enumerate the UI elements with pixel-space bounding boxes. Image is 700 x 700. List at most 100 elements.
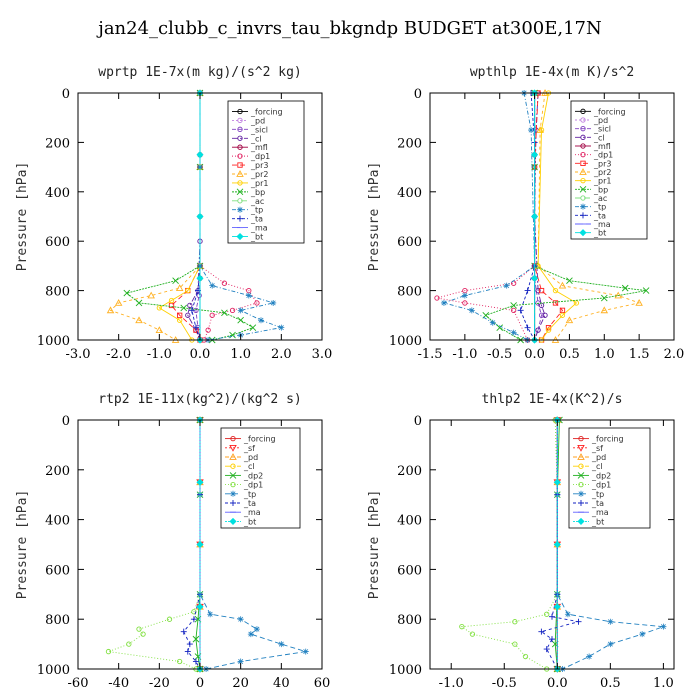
x-tick-label: 1.0 [230, 347, 251, 362]
legend-marker [580, 160, 586, 166]
data-point [510, 302, 517, 309]
data-point [531, 151, 539, 159]
data-point [123, 289, 131, 297]
data-point [221, 280, 228, 286]
figure-title: jan24_clubb_c_invrs_tau_bkgndp BUDGET at… [98, 18, 602, 39]
data-point [270, 299, 277, 306]
legend-marker [580, 203, 586, 210]
data-point [147, 291, 155, 299]
data-point [524, 287, 531, 294]
data-point [209, 312, 215, 318]
x-tick-label: -20 [149, 676, 170, 691]
legend-label: _forcing [591, 435, 624, 444]
legend-label: _bp [593, 185, 608, 194]
data-point [207, 611, 214, 618]
data-point [237, 616, 244, 623]
data-point [114, 299, 123, 306]
x-tick-label: -0.5 [487, 347, 512, 362]
legend-label: _sf [591, 444, 603, 453]
subplot-title: rtp2 1E-11x(kg^2)/(kg^2 s) [98, 392, 302, 407]
data-point [278, 324, 285, 331]
legend-marker [237, 198, 243, 204]
data-point [549, 636, 555, 643]
data-point [496, 324, 504, 331]
legend-label: _cl [591, 462, 603, 471]
legend-label: _pr3 [593, 159, 611, 168]
y-tick-label: 800 [397, 613, 422, 628]
series-bt [531, 89, 539, 344]
data-point [531, 274, 539, 282]
series-line [537, 92, 641, 341]
data-point [278, 641, 285, 648]
legend-marker [580, 117, 586, 123]
data-point [600, 294, 608, 302]
y-tick-label: 0 [414, 414, 422, 429]
data-point [642, 287, 650, 294]
y-tick-label: 800 [397, 285, 422, 300]
legend-label: _mfl [593, 142, 611, 151]
y-tick-label: 800 [45, 285, 70, 300]
legend-label: _sicl [250, 125, 268, 134]
data-point [254, 300, 260, 306]
legend-label: _tp [250, 206, 263, 215]
y-tick-label: 400 [397, 186, 422, 201]
data-point [635, 299, 643, 306]
legend-label: _tp [243, 490, 256, 499]
data-point [192, 324, 199, 331]
data-point [177, 658, 183, 665]
axes-frame [429, 419, 675, 670]
subplot-title: wprtp 1E-7x(m kg)/(s^2 kg) [98, 65, 302, 80]
legend-label: _ta [593, 211, 606, 220]
data-point [196, 603, 204, 611]
data-point [575, 618, 582, 625]
series-line [170, 93, 201, 341]
data-point [549, 613, 555, 620]
y-tick-label: 600 [45, 235, 70, 250]
legend-label: _cl [243, 462, 255, 471]
data-point [468, 307, 475, 314]
data-point [205, 327, 211, 333]
y-tick-label: 600 [397, 563, 422, 578]
legend-marker [580, 126, 586, 132]
legend: _forcing_sf_pd_cl_dp2_dp1_tp_ta_ma_bt [220, 427, 301, 529]
data-point [553, 603, 561, 611]
subplot-title: thlp2 1E-4x(K^2)/s [482, 392, 623, 407]
legend-marker [236, 170, 244, 177]
data-point [469, 631, 476, 637]
y-axis-label: Pressure [hPa] [367, 162, 382, 272]
data-point [249, 324, 257, 331]
x-tick-label: -2.0 [106, 347, 131, 362]
data-point [135, 316, 143, 324]
x-tick-label: 20 [232, 676, 249, 691]
legend-label: _pd [243, 453, 258, 462]
y-tick-label: 1000 [37, 663, 70, 678]
legend-marker [237, 180, 243, 186]
legend-label: _bt [591, 517, 604, 526]
x-tick-label: -1.0 [147, 347, 172, 362]
data-point [245, 292, 252, 299]
data-point [168, 297, 175, 304]
data-point [184, 648, 191, 655]
legend-marker [578, 490, 584, 497]
data-point [155, 326, 164, 333]
data-point [247, 631, 254, 638]
legend-label: _tp [593, 203, 606, 212]
legend-label: _dp2 [591, 471, 611, 480]
data-point [229, 307, 236, 314]
legend-marker [237, 126, 243, 132]
legend-label: _pd [250, 116, 265, 125]
data-point [136, 626, 142, 632]
y-axis-label: Pressure [hPa] [367, 490, 382, 600]
data-point [559, 312, 566, 318]
x-tick-label: -60 [68, 676, 89, 691]
legend-label: _pr1 [250, 179, 268, 188]
data-point [440, 299, 447, 306]
series-bt [196, 416, 204, 673]
data-point [545, 327, 552, 333]
y-tick-label: 200 [397, 464, 422, 479]
data-point [196, 540, 204, 549]
legend-label: _ta [250, 215, 263, 224]
legend-label: _forcing [593, 107, 626, 116]
legend-label: _ma [250, 224, 268, 233]
series-line [442, 92, 536, 341]
